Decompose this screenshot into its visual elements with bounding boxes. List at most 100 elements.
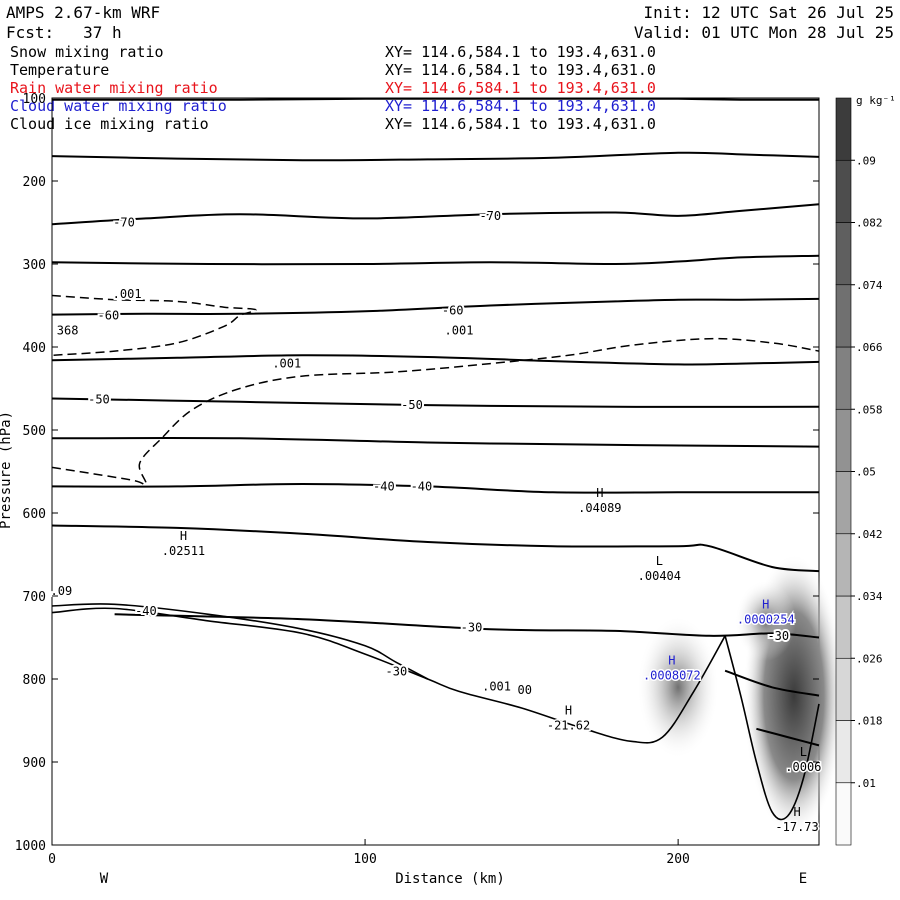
terrain-contour-line [51, 603, 429, 680]
terrain-contours [51, 603, 820, 821]
extremum-value: -21.62 [547, 719, 590, 733]
contour-label: -50 [401, 398, 423, 412]
contour-label: .001 [272, 357, 301, 371]
contour-label: -40 [135, 604, 157, 618]
isotherm-line [51, 151, 820, 162]
y-tick-label: 800 [23, 673, 46, 688]
colorbar-box [835, 222, 852, 286]
contour-label: 368 [57, 323, 79, 337]
contour-label: -70 [479, 209, 501, 223]
field-name: Snow mixing ratio [10, 43, 164, 61]
east-label: E [799, 871, 807, 887]
snow-mixing-ratio-dashed-contour [51, 294, 820, 486]
colorbar-label: .042 [856, 528, 883, 541]
extremum-marker: H [565, 704, 572, 718]
field-xy-range: XY= 114.6,584.1 to 193.4,631.0 [385, 43, 656, 61]
extremum-marker: H [762, 597, 769, 611]
field-xy-range: XY= 114.6,584.1 to 193.4,631.0 [385, 115, 656, 133]
y-tick-label: 300 [23, 258, 46, 273]
contour-label: -60 [98, 308, 120, 322]
extremum-marker: H [180, 529, 187, 543]
colorbar-label: .01 [856, 777, 876, 790]
x-tick-label: 0 [48, 852, 56, 867]
colorbar-label: .074 [856, 279, 883, 292]
isotherm-line [51, 524, 820, 573]
isotherm-line [756, 727, 820, 747]
forecast-hour: Fcst: 37 h [6, 23, 122, 42]
mixing-ratio-shading [638, 555, 844, 836]
y-tick-label: 900 [23, 756, 46, 771]
extremum-value: -17.73 [775, 820, 818, 834]
contour-label: .001 [445, 323, 474, 337]
colorbar-box [835, 97, 852, 161]
contour-label: .001 [482, 679, 511, 693]
isotherm-line [52, 97, 820, 101]
contour-label: -40 [373, 479, 395, 493]
colorbar-box [835, 346, 852, 410]
extremum-marker: H [596, 486, 603, 500]
isotherm-line [51, 254, 820, 266]
field-xy-range: XY= 114.6,584.1 to 193.4,631.0 [385, 61, 656, 79]
contour-label: 00 [517, 683, 531, 697]
y-tick-label: 600 [23, 507, 46, 522]
terrain-contour-line [51, 607, 726, 744]
colorbar: .01 .018 .026 .034 .042 .05 .058 .066 .074 .082 .0… [835, 97, 883, 846]
y-tick-label: 700 [23, 590, 46, 605]
extremum-marker: H [668, 654, 675, 668]
extremum-marker: L [800, 745, 807, 759]
colorbar-label: .018 [856, 715, 883, 728]
isotherm-line [51, 397, 820, 408]
field-name: Cloud water mixing ratio [10, 97, 227, 115]
terrain-contour-line [724, 635, 820, 821]
contour-label: -40 [411, 479, 433, 493]
colorbar-units: g kg⁻¹ [856, 94, 896, 107]
isotherm-line [114, 613, 820, 639]
field-legend: Snow mixing ratio XY= 114.6,584.1 to 193.… [10, 43, 656, 133]
extremum-value: .02511 [162, 544, 205, 558]
y-axis: 100 200 300 400 500 600 700 800 900 1000 [15, 92, 819, 854]
x-tick-label: 200 [666, 852, 689, 867]
colorbar-label: .026 [856, 652, 883, 665]
model-title: AMPS 2.67-km WRF [6, 3, 160, 22]
x-tick-label: 100 [353, 852, 376, 867]
valid-time: Valid: 01 UTC Mon 28 Jul 25 [634, 23, 894, 42]
contour-label: -30 [767, 629, 789, 643]
x-axis-label: Distance (km) [395, 871, 505, 887]
colorbar-box [835, 657, 852, 721]
colorbar-box [835, 782, 852, 846]
shade-blob-upper [735, 580, 796, 661]
x-axis: 0 100 200 [48, 839, 690, 867]
colorbar-box [835, 284, 852, 348]
init-time: Init: 12 UTC Sat 26 Jul 25 [644, 3, 894, 22]
colorbar-box [835, 471, 852, 535]
y-axis-label: Pressure (hPa) [0, 411, 14, 529]
field-name: Cloud ice mixing ratio [10, 115, 209, 133]
extremum-marker: H [793, 805, 800, 819]
extrema-markers: H.02511H.04089L.00404H.0000254H.0008072H… [160, 486, 823, 835]
contour-label: -30 [461, 621, 483, 635]
isotherm-line [51, 297, 820, 316]
colorbar-label: .058 [856, 403, 883, 416]
extremum-value: .04089 [578, 501, 621, 515]
y-tick-label: 400 [23, 341, 46, 356]
field-name: Temperature [10, 61, 109, 79]
colorbar-box [835, 408, 852, 472]
isotherm-line [51, 482, 819, 494]
isotherm-line [51, 203, 820, 226]
colorbar-label: .09 [856, 154, 876, 167]
extremum-value: .0000254 [737, 612, 795, 626]
snow-contour-lower [51, 337, 820, 486]
isotherm-line [51, 354, 820, 366]
extremum-value: .0006 [785, 760, 821, 774]
snow-contour-upper [51, 294, 257, 357]
y-tick-label: 1000 [15, 839, 46, 854]
field-name: Rain water mixing ratio [10, 79, 218, 97]
colorbar-label: .05 [856, 466, 876, 479]
contour-label: -60 [442, 303, 464, 317]
contour-label: -30 [386, 665, 408, 679]
y-tick-label: 200 [23, 175, 46, 190]
extremum-value: .0008072 [643, 669, 701, 683]
y-tick-label: 100 [23, 92, 46, 107]
y-tick-label: 500 [23, 424, 46, 439]
temperature-isotherms [51, 97, 820, 747]
